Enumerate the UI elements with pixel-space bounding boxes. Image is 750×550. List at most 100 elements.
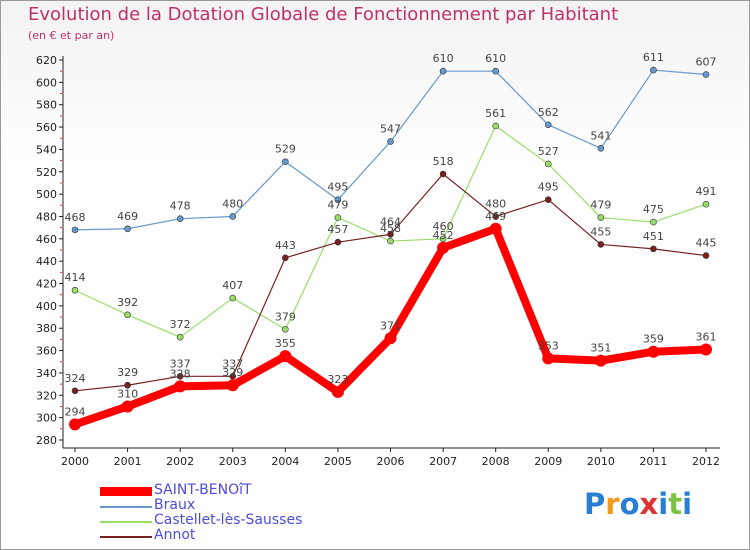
data-label: 610	[433, 52, 454, 65]
data-point	[492, 122, 499, 130]
legend-label: SAINT-BENOîT	[154, 482, 252, 498]
data-point	[544, 160, 552, 168]
data-label: 541	[590, 129, 611, 142]
y-tick-label: 580	[36, 99, 57, 112]
data-label: 328	[170, 367, 191, 380]
data-point	[282, 158, 289, 166]
y-tick-label: 600	[36, 76, 57, 89]
data-point	[279, 350, 292, 363]
data-point	[69, 418, 81, 431]
data-point	[282, 254, 289, 262]
data-label: 455	[590, 225, 611, 238]
data-label: 458	[380, 222, 401, 235]
data-point	[384, 332, 397, 345]
data-point	[387, 231, 394, 238]
data-label: 480	[485, 197, 506, 210]
y-tick-label: 540	[36, 143, 57, 156]
data-point	[331, 385, 344, 398]
x-tick-label: 2004	[271, 455, 299, 468]
data-label: 491	[696, 185, 717, 198]
data-label: 479	[590, 199, 611, 212]
logo-letter: i	[682, 487, 693, 521]
y-tick-label: 480	[36, 210, 57, 223]
data-label: 445	[696, 237, 717, 250]
data-point	[124, 381, 131, 389]
data-label: 460	[433, 220, 454, 233]
data-label: 372	[170, 318, 191, 331]
data-point	[702, 200, 710, 208]
y-tick-label: 440	[36, 255, 57, 268]
data-point	[650, 66, 657, 74]
data-point	[124, 225, 131, 233]
legend-label: Castellet-lès-Sausses	[154, 512, 303, 528]
data-point	[597, 144, 605, 152]
proxiti-logo: Proxiti	[584, 487, 692, 521]
data-point	[700, 343, 712, 356]
y-tick-label: 320	[36, 389, 57, 402]
data-label: 351	[590, 342, 611, 355]
data-label: 329	[117, 366, 138, 379]
data-labels: 468 469 478 480 529 495 547 610 610 562 541 611 607 4…	[65, 51, 717, 418]
data-label: 451	[643, 230, 664, 243]
data-label: 414	[65, 271, 86, 284]
x-tick-label: 2003	[219, 455, 247, 468]
data-point	[489, 222, 502, 235]
data-point	[176, 333, 184, 341]
series-points	[69, 66, 712, 431]
x-tick-label: 2010	[587, 455, 615, 468]
x-tick-label: 2008	[482, 455, 510, 468]
data-point	[702, 252, 710, 259]
legend-label: Annot	[154, 527, 196, 543]
y-tick-label: 620	[36, 54, 57, 67]
data-label: 475	[643, 203, 664, 216]
data-label: 479	[327, 199, 348, 212]
data-label: 495	[327, 181, 348, 194]
x-tick-label: 2012	[692, 455, 720, 468]
data-label: 355	[275, 337, 296, 350]
data-point	[334, 214, 342, 221]
data-label: 452	[433, 229, 454, 242]
data-label: 392	[117, 296, 138, 309]
legend-swatch	[100, 487, 152, 496]
data-label: 495	[538, 181, 559, 194]
legend-swatch	[100, 536, 152, 538]
data-point	[176, 372, 184, 380]
data-point	[439, 67, 447, 75]
data-point	[597, 241, 605, 248]
data-label: 518	[433, 155, 454, 168]
data-point	[174, 380, 187, 393]
data-point	[647, 345, 660, 358]
x-tick-label: 2011	[639, 455, 667, 468]
data-label: 562	[538, 106, 559, 119]
y-tick-label: 280	[36, 434, 57, 447]
y-tick-label: 460	[36, 233, 57, 246]
chart-subtitle: (en € et par an)	[28, 29, 115, 42]
logo-letter: P	[584, 487, 606, 521]
data-label: 361	[696, 330, 717, 343]
data-label: 457	[327, 223, 348, 236]
data-point	[176, 215, 184, 223]
x-tick-label: 2006	[377, 455, 405, 468]
y-tick-label: 500	[36, 188, 57, 201]
data-point	[124, 311, 131, 319]
y-tick-label: 380	[36, 322, 57, 335]
x-tick-label: 2000	[61, 455, 89, 468]
data-point	[121, 400, 134, 413]
data-point	[439, 170, 447, 178]
data-point	[594, 354, 607, 367]
data-point	[71, 226, 79, 234]
data-label: 329	[222, 366, 243, 379]
x-tick-label: 2001	[114, 455, 142, 468]
data-point	[492, 213, 499, 220]
data-label: 443	[275, 239, 296, 252]
logo-letter: t	[668, 487, 683, 521]
data-point	[544, 121, 552, 129]
data-label: 324	[65, 372, 86, 385]
data-point	[702, 71, 710, 78]
data-label: 359	[643, 333, 664, 346]
x-tick-label: 2002	[166, 455, 194, 468]
data-point	[597, 214, 605, 221]
y-tick-label: 360	[36, 345, 57, 358]
